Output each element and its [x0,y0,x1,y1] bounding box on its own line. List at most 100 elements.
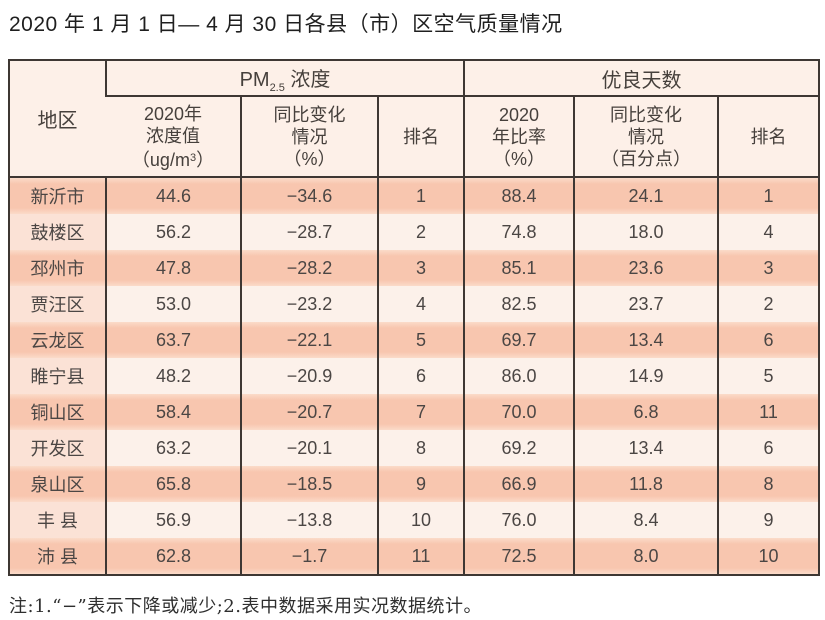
table-row: 睢宁县 48.2 −20.9 6 86.0 14.9 5 [9,358,820,394]
days-change-cell: 23.7 [573,286,718,322]
pm-rank-cell: 8 [377,430,464,466]
header-pm-value: 2020年 浓度值 （ug/m3） [106,96,241,178]
days-ratio-cell: 70.0 [463,394,574,430]
table-row: 泉山区 65.8 −18.5 9 66.9 11.8 8 [9,466,820,502]
header-days-ratio-line1: 2020 [498,104,540,125]
region-cell: 铜山区 [9,394,106,430]
pm-value-cell: 53.0 [105,286,241,322]
days-change-cell: 8.4 [573,502,718,538]
pm-rank-cell: 2 [377,214,464,250]
days-ratio-cell: 66.9 [463,466,574,502]
days-ratio-cell: 69.2 [463,430,574,466]
pm-change-cell: −18.5 [240,466,378,502]
table-row: 沛 县 62.8 −1.7 11 72.5 8.0 10 [9,538,820,575]
days-ratio-cell: 86.0 [463,358,574,394]
region-cell: 贾汪区 [9,286,106,322]
header-group-good-days: 优良天数 [462,60,820,97]
days-change-cell: 8.0 [573,538,718,575]
header-pm-value-line2: 浓度值 [146,125,200,146]
days-change-cell: 13.4 [573,430,718,466]
header-pm-value-line1: 2020年 [143,103,203,124]
pm-change-cell: −20.7 [240,394,378,430]
days-change-cell: 18.0 [573,214,718,250]
header-pm-change: 同比变化 情况 （%） [240,96,378,178]
table-row: 云龙区 63.7 −22.1 5 69.7 13.4 6 [9,322,820,358]
days-change-cell: 6.8 [573,394,718,430]
air-quality-table: 地区 PM2.5 浓度 优良天数 2020年 浓度值 （ug/m3） 同比变化 … [8,59,821,576]
pm25-label-prefix: PM [239,68,270,91]
days-ratio-cell: 85.1 [463,250,574,286]
days-ratio-cell: 82.5 [463,286,574,322]
pm-change-cell: −20.9 [240,358,378,394]
header-days-change-line2: 情况 [628,126,664,147]
pm-rank-cell: 3 [377,250,464,286]
region-cell: 泉山区 [9,466,106,502]
days-change-cell: 23.6 [573,250,718,286]
pm-value-cell: 63.7 [105,322,241,358]
pm-change-cell: −22.1 [240,322,378,358]
footnote: 注:1.“−”表示下降或减少;2.表中数据采用实况数据统计。 [9,596,482,617]
header-pm-change-line2: 情况 [291,126,328,147]
days-ratio-cell: 69.7 [463,322,574,358]
header-days-change-unit: （百分点） [601,148,691,169]
pm-change-cell: −23.2 [240,286,378,322]
days-ratio-cell: 76.0 [463,502,574,538]
region-cell: 丰 县 [9,502,106,538]
pm-change-cell: −34.6 [240,177,378,214]
header-pm-change-unit: （%） [283,148,336,169]
pm-change-cell: −20.1 [240,430,378,466]
header-days-rank: 排名 [716,96,820,178]
pm-rank-cell: 10 [377,502,464,538]
table-row: 贾汪区 53.0 −23.2 4 82.5 23.7 2 [9,286,820,322]
table-row: 邳州市 47.8 −28.2 3 85.1 23.6 3 [9,250,820,286]
header-pm-rank: 排名 [377,96,464,178]
region-cell: 邳州市 [9,250,106,286]
days-rank-cell: 10 [716,538,820,575]
pm-value-cell: 48.2 [105,358,241,394]
header-group-row: 地区 PM2.5 浓度 优良天数 [9,60,820,178]
table-row: 铜山区 58.4 −20.7 7 70.0 6.8 11 [9,394,820,430]
table-row: 新沂市 44.6 −34.6 1 88.4 24.1 1 [9,177,820,214]
table-row: 开发区 63.2 −20.1 8 69.2 13.4 6 [9,430,820,466]
pm-rank-cell: 11 [377,538,464,575]
days-change-cell: 14.9 [573,358,718,394]
pm-rank-cell: 7 [377,394,464,430]
pm-rank-cell: 6 [377,358,464,394]
pm-value-cell: 63.2 [105,430,241,466]
pm25-label-subscript: 2.5 [269,81,285,94]
pm-rank-cell: 9 [377,466,464,502]
pm25-label-suffix: 浓度 [284,68,331,91]
header-pm-value-unit-sup: 3 [189,151,197,164]
header-sub-row: 2020年 浓度值 （ug/m3） 同比变化 情况 （%） 排名 2020 年比… [9,96,820,178]
header-pm-value-unit: （ug/m [131,149,190,170]
days-ratio-cell: 72.5 [463,538,574,575]
days-ratio-cell: 88.4 [463,177,574,214]
region-cell: 沛 县 [9,538,106,575]
header-pm-value-unit-close: ） [196,149,215,170]
days-rank-cell: 4 [716,214,820,250]
region-cell: 云龙区 [9,322,106,358]
region-cell: 睢宁县 [9,358,106,394]
pm-value-cell: 58.4 [105,394,241,430]
page-title: 2020 年 1 月 1 日— 4 月 30 日各县（市）区空气质量情况 [9,13,563,36]
pm-value-cell: 65.8 [105,466,241,502]
table-body: 新沂市 44.6 −34.6 1 88.4 24.1 1 鼓楼区 56.2 −28.7 2 74.8 1… [9,177,820,575]
header-days-ratio-line2: 年比率 [492,126,546,147]
days-change-cell: 24.1 [573,177,718,214]
days-rank-cell: 9 [716,502,820,538]
pm-value-cell: 47.8 [105,250,241,286]
table-row: 鼓楼区 56.2 −28.7 2 74.8 18.0 4 [9,214,820,250]
days-rank-cell: 5 [716,358,820,394]
pm-rank-cell: 1 [377,177,464,214]
days-rank-cell: 11 [716,394,820,430]
header-days-ratio: 2020 年比率 （%） [463,96,574,178]
pm-value-cell: 62.8 [105,538,241,575]
days-rank-cell: 6 [716,430,820,466]
days-rank-cell: 3 [716,250,820,286]
days-rank-cell: 2 [716,286,820,322]
header-group-pm25: PM2.5 浓度 [105,60,464,97]
days-rank-cell: 8 [716,466,820,502]
pm-value-cell: 56.9 [105,502,241,538]
region-cell: 鼓楼区 [9,214,106,250]
